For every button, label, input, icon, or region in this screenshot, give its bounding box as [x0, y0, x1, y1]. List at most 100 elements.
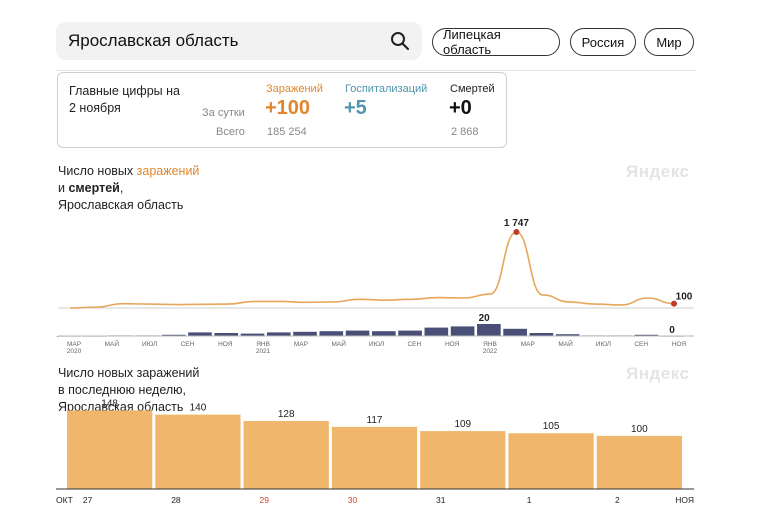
row-daily-label: За сутки — [202, 107, 245, 119]
x-tick-label: МАЙ — [331, 339, 346, 348]
week-bar — [331, 426, 418, 489]
peak-infections-label: 1 747 — [504, 218, 529, 229]
deaths-bar — [266, 332, 291, 336]
chip-label: Мир — [656, 34, 682, 50]
deaths-daily: +0 — [449, 97, 472, 119]
deaths-bar — [529, 333, 554, 336]
deaths-bar — [345, 330, 370, 336]
week-bar — [420, 431, 506, 489]
x-tick-label: МАЙ — [105, 339, 120, 348]
deaths-bar — [161, 334, 186, 336]
summary-title-line1: Главные цифры на — [69, 84, 180, 98]
chart2-caption: Число новых заражений в последнюю неделю… — [58, 365, 199, 416]
deaths-bar — [450, 326, 475, 336]
last-infections-point — [671, 300, 677, 307]
yandex-brand-1: Яндекс — [626, 162, 690, 181]
deaths-bar — [477, 324, 501, 336]
infections-label: Заражений — [266, 83, 323, 95]
x-tick-label: МАР 2020 — [67, 341, 82, 355]
week-bar-value: 109 — [454, 419, 471, 430]
divider — [56, 70, 696, 71]
chart1-caption: Число новых заражений и смертей, Ярослав… — [58, 163, 199, 214]
x-tick-label: ИЮЛ — [596, 341, 611, 348]
x-tick-label: ЯНВ 2021 — [256, 341, 271, 355]
week-bar — [243, 421, 329, 489]
month-end-label: НОЯ — [675, 495, 694, 505]
deaths-bar — [240, 333, 265, 336]
x-tick-label: ИЮЛ — [142, 341, 157, 348]
chart1-caption-line2-post: , — [119, 181, 124, 195]
chart1-caption-pre: Число новых — [58, 164, 137, 178]
x-tick-label: МАР — [294, 341, 308, 348]
search-icon[interactable] — [390, 31, 410, 51]
chart2-caption-line1: Число новых заражений — [58, 366, 200, 380]
chart1-caption-line3: Ярославская область — [58, 198, 184, 212]
x-tick-label: ИЮЛ — [369, 341, 384, 348]
x-tick-label: СЕН — [181, 341, 195, 348]
chart1-caption-highlight: заражений — [136, 164, 200, 178]
chart1-caption-line2-bold: смертей — [68, 181, 120, 195]
x-tick-label: НОЯ — [672, 341, 687, 348]
peak-infections-point — [513, 229, 520, 235]
yandex-brand-2: Яндекс — [626, 364, 690, 383]
peak-deaths-label: 20 — [479, 313, 491, 324]
chip-lipetsk-region[interactable]: Липецкая область — [432, 27, 560, 57]
deaths-bar — [555, 334, 580, 336]
week-bar — [596, 435, 682, 489]
deaths-bar — [214, 333, 239, 336]
last-infections-label: 100 — [676, 292, 693, 303]
week-bar-value: 148 — [101, 398, 118, 409]
chip-world[interactable]: Мир — [644, 28, 694, 56]
chip-russia[interactable]: Россия — [570, 28, 636, 56]
chart2-caption-line2: в последнюю неделю, — [58, 383, 187, 397]
x-tick-label: ЯНВ 2022 — [483, 341, 498, 355]
week-day-label: 29 — [259, 495, 269, 505]
week-bar-value: 140 — [190, 403, 207, 414]
month-start-label: ОКТ — [56, 495, 73, 505]
week-bar-value: 128 — [278, 409, 295, 420]
deaths-bar — [503, 328, 527, 336]
deaths-bar — [319, 331, 344, 336]
week-bar-value: 100 — [631, 424, 648, 435]
chart1-caption-line2-pre: и — [58, 181, 69, 195]
deaths-bar — [293, 331, 317, 336]
series-infections-line — [69, 231, 675, 309]
chip-label: Россия — [581, 34, 625, 50]
week-day-label: 1 — [527, 495, 532, 505]
summary-title-line2: 2 ноября — [69, 101, 121, 115]
search-input[interactable]: Ярославская область — [68, 31, 239, 50]
hospitalizations-daily: +5 — [344, 97, 367, 119]
deaths-bar — [634, 334, 659, 336]
x-tick-label: МАР — [521, 341, 535, 348]
x-tick-label: НОЯ — [218, 341, 233, 348]
search-bar[interactable]: Ярославская область — [56, 22, 422, 60]
deaths-total: 2 868 — [451, 126, 479, 138]
week-day-label: 2 — [615, 495, 620, 505]
week-bar-value: 105 — [543, 421, 560, 432]
infections-daily: +100 — [265, 97, 311, 119]
week-bar — [67, 410, 153, 489]
x-tick-label: СЕН — [634, 341, 648, 348]
week-bar — [155, 414, 241, 489]
deaths-bar — [424, 327, 449, 336]
week-day-label: 28 — [171, 495, 181, 505]
chip-label: Липецкая область — [443, 27, 501, 57]
x-tick-label: НОЯ — [445, 341, 460, 348]
week-day-label: 30 — [348, 495, 358, 505]
deaths-bar — [398, 330, 422, 336]
deaths-bar — [188, 332, 212, 336]
last-deaths-label: 0 — [669, 325, 675, 336]
deaths-bar — [372, 331, 396, 336]
infections-total: 185 254 — [267, 126, 307, 138]
week-day-label: 31 — [436, 495, 446, 505]
x-tick-label: СЕН — [407, 341, 421, 348]
hospitalizations-label: Госпитализаций — [345, 83, 428, 95]
summary-card: Главные цифры на 2 ноября За сутки Всего… — [57, 72, 507, 148]
week-bar — [508, 433, 594, 489]
row-total-label: Всего — [216, 126, 245, 138]
week-bar-value: 117 — [367, 415, 383, 426]
week-day-label: 27 — [83, 495, 93, 505]
x-tick-label: МАЙ — [558, 339, 573, 348]
